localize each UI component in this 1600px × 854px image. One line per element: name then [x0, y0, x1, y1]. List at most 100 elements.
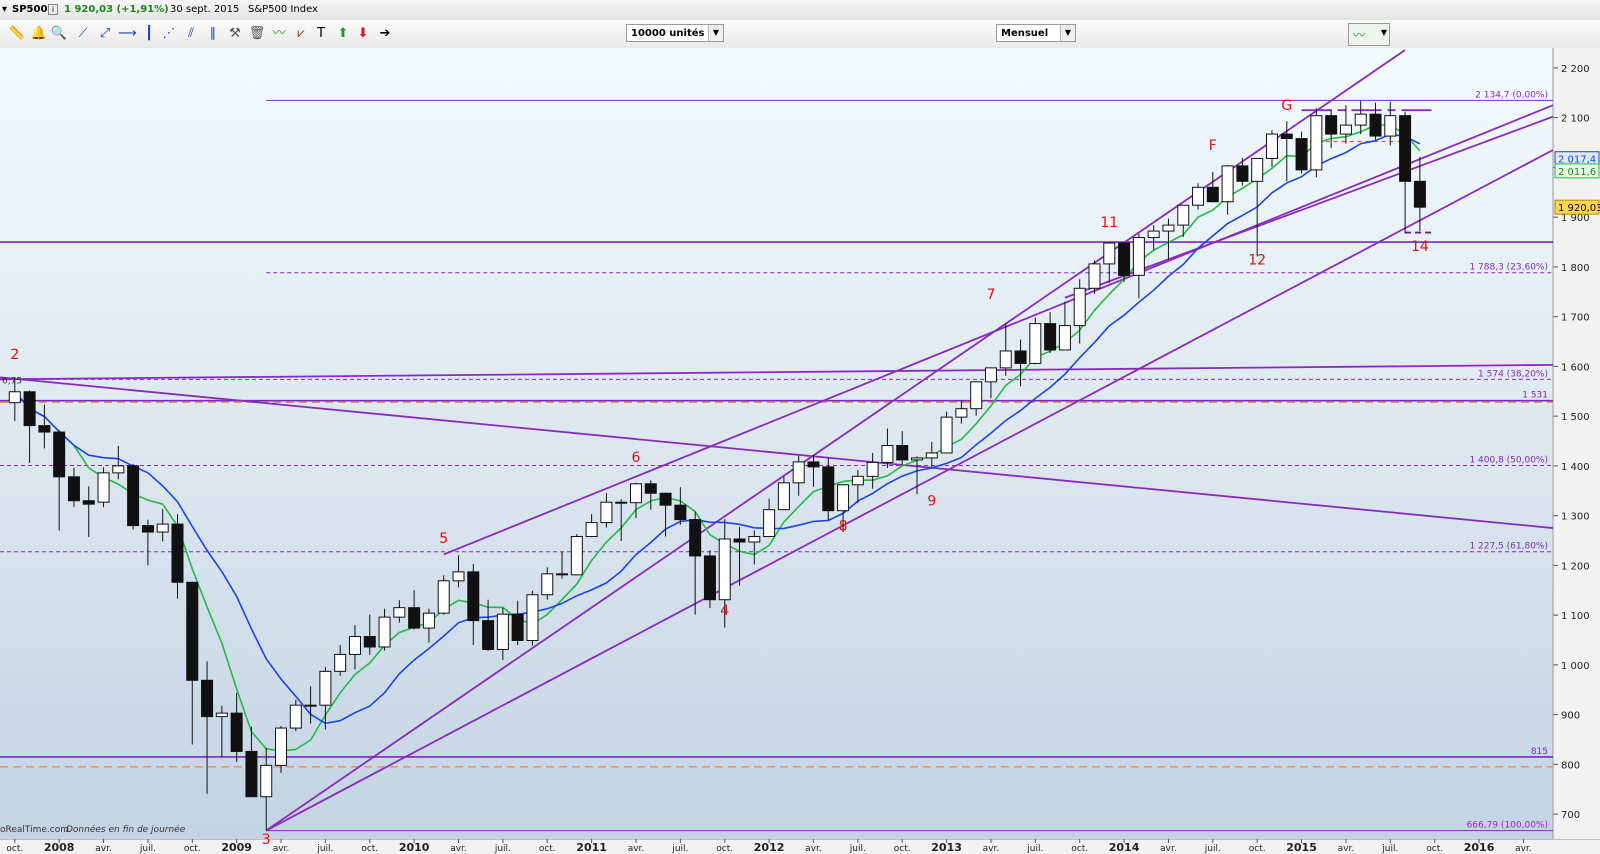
candle-body	[1014, 350, 1027, 364]
candle-body	[319, 670, 332, 706]
chevron-down-icon: ▼	[1380, 28, 1387, 37]
channel-tool-icon[interactable]: ⫽	[188, 26, 194, 41]
candle-body	[245, 750, 258, 798]
price-box-label: 2 017,4	[1558, 155, 1596, 166]
y-tick-label: 1 000	[1561, 661, 1590, 672]
sell-arrow-icon[interactable]: ⬇	[357, 26, 369, 41]
x-tick-label: avr.	[1515, 844, 1532, 853]
candle-body	[1280, 133, 1293, 140]
fan-tool-icon[interactable]: ⋰	[162, 26, 176, 41]
tools-icon[interactable]: ⚒	[229, 26, 241, 41]
candle-body	[866, 461, 879, 477]
candle-body	[1058, 325, 1071, 351]
x-tick-label: juil.	[849, 844, 866, 853]
candle-body	[1325, 115, 1338, 135]
next-arrow-icon[interactable]: ➔	[379, 26, 391, 41]
x-tick-label: juil.	[671, 844, 688, 853]
candle-body	[763, 509, 776, 538]
x-tick-label: avr.	[628, 844, 645, 853]
x-tick-label: 2008	[44, 841, 75, 853]
trash-icon[interactable]: 🗑	[248, 26, 266, 41]
level-label: 1 531	[1522, 391, 1548, 401]
wave-label: 14	[1411, 239, 1429, 255]
line-tool-icon[interactable]: ⟋	[78, 26, 88, 41]
candle-body	[156, 523, 169, 533]
alarm-icon[interactable]: 🔔	[30, 26, 48, 41]
candle-body	[1295, 138, 1308, 171]
wave-label: 7	[987, 287, 996, 303]
candle-body	[408, 607, 421, 629]
candle-body	[585, 522, 598, 538]
x-tick-label: avr.	[805, 844, 822, 853]
period-select-value: Mensuel	[1001, 28, 1049, 39]
candle-body	[1369, 113, 1382, 137]
candle-body	[260, 764, 273, 798]
candle-body	[911, 457, 924, 461]
level-label: 1 227,5 (61,80%)	[1469, 542, 1548, 552]
candle-body	[1088, 263, 1101, 289]
trend-line	[0, 376, 1554, 529]
data-note-label: Données en fin de journée	[66, 824, 186, 835]
chevron-down-icon: ▼	[1060, 25, 1075, 41]
level-label: 1 400,8 (50,00%)	[1469, 455, 1548, 465]
price-axis[interactable]	[1553, 48, 1600, 839]
candle-body	[348, 636, 361, 655]
candle-body	[940, 416, 953, 454]
y-tick-label: 1 300	[1561, 512, 1590, 523]
x-tick-label: avr.	[1338, 844, 1355, 853]
pattern-icon[interactable]: ⩗	[297, 26, 305, 41]
candle-body	[718, 538, 731, 601]
hline-tool-icon[interactable]: ⟶	[118, 26, 137, 41]
trend-line	[0, 363, 1554, 381]
time-axis[interactable]	[0, 839, 1600, 854]
period-select[interactable]: Mensuel ▼	[996, 24, 1076, 42]
x-tick-label: oct.	[894, 844, 911, 853]
candle-body	[201, 679, 214, 718]
info-icon[interactable]: i	[48, 4, 58, 15]
chevron-down-icon: ▼	[708, 25, 723, 41]
candle-body	[1354, 113, 1367, 126]
x-tick-label: 2014	[1109, 841, 1140, 853]
ruler-icon[interactable]: 📏	[8, 26, 26, 41]
text-tool-icon[interactable]: T	[317, 26, 325, 41]
x-tick-label: 2016	[1464, 841, 1495, 853]
candle-body	[851, 475, 864, 486]
parallel-tool-icon[interactable]: ∥	[209, 26, 217, 41]
chart-style-button[interactable]: 〰 ▼	[1348, 23, 1390, 46]
price-box	[1554, 199, 1600, 215]
candle-body	[955, 408, 968, 418]
level-label: 1 788,3 (23,60%)	[1469, 263, 1548, 273]
candle-body	[23, 391, 36, 427]
trend-line	[1064, 115, 1554, 299]
x-tick-label: 2012	[754, 841, 785, 853]
chart-style-icon: 〰	[1353, 28, 1366, 42]
buy-arrow-icon[interactable]: ⬆	[337, 26, 349, 41]
candle-body	[984, 367, 997, 383]
trend-tool-icon[interactable]: ⤢	[99, 26, 111, 41]
candle-body	[733, 538, 746, 543]
candle-body	[615, 501, 628, 504]
candle-body	[526, 594, 539, 642]
x-tick-label: juil.	[1204, 844, 1221, 853]
x-tick-label: juil.	[1381, 844, 1398, 853]
zoom-icon[interactable]: 🔍	[50, 26, 68, 41]
candle-body	[53, 431, 66, 478]
candle-body	[8, 391, 21, 404]
units-select[interactable]: 10000 unités ▼	[626, 24, 724, 42]
left-price-label: 6,75	[2, 376, 22, 386]
indicator-icon[interactable]: 〰	[272, 26, 286, 41]
candle-body	[1192, 186, 1205, 206]
symbol-label: SP500	[12, 4, 48, 15]
trend-line	[443, 104, 1554, 556]
vline-tool-icon[interactable]: ┃	[145, 26, 153, 41]
level-label: 815	[1531, 747, 1548, 757]
x-tick-label: avr.	[273, 844, 290, 853]
level-label: 2 134,7 (0,00%)	[1475, 90, 1548, 100]
moving-average-MA1	[14, 124, 1421, 752]
menu-arrow-icon[interactable]: ▾	[2, 4, 8, 15]
candle-body	[67, 476, 80, 502]
y-tick-label: 1 500	[1561, 412, 1590, 423]
candle-body	[999, 350, 1012, 369]
candle-body	[496, 613, 509, 650]
candle-body	[1132, 237, 1145, 276]
